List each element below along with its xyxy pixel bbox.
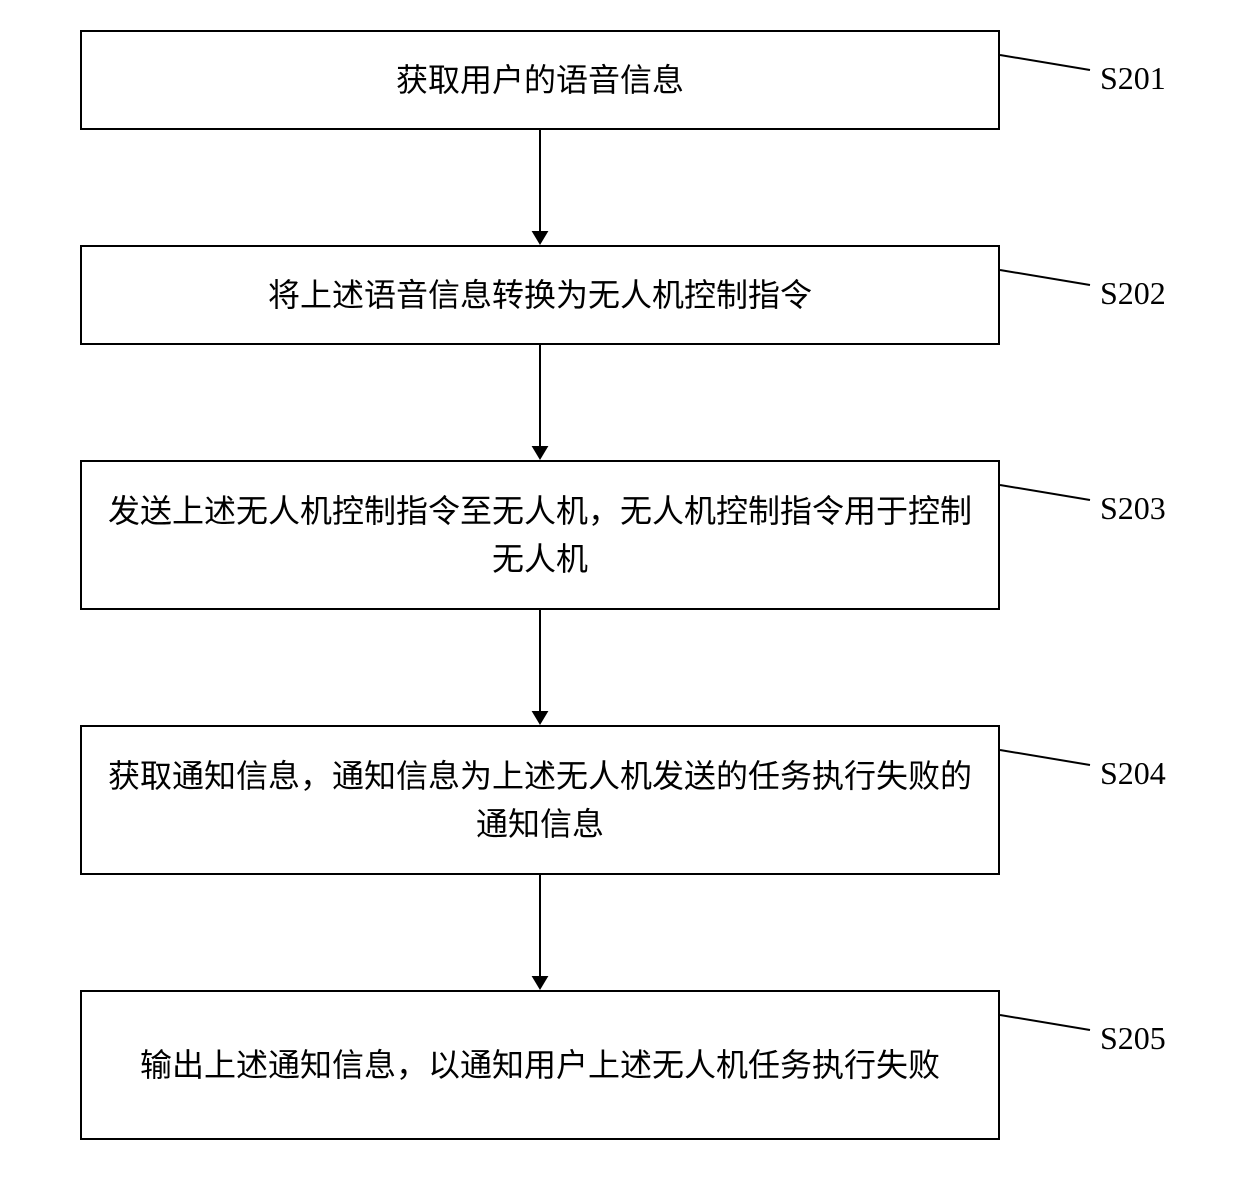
step-label-s202: S202 (1100, 275, 1166, 312)
flow-node-s204: 获取通知信息，通知信息为上述无人机发送的任务执行失败的通知信息 (80, 725, 1000, 875)
flow-node-s202: 将上述语音信息转换为无人机控制指令 (80, 245, 1000, 345)
flow-node-s205: 输出上述通知信息，以通知用户上述无人机任务执行失败 (80, 990, 1000, 1140)
flow-node-s201: 获取用户的语音信息 (80, 30, 1000, 130)
flow-node-text: 输出上述通知信息，以通知用户上述无人机任务执行失败 (140, 1041, 940, 1089)
flow-node-text: 获取用户的语音信息 (396, 56, 684, 104)
flow-node-text: 获取通知信息，通知信息为上述无人机发送的任务执行失败的通知信息 (102, 752, 978, 848)
step-label-s201: S201 (1100, 60, 1166, 97)
step-label-s203: S203 (1100, 490, 1166, 527)
flow-node-s203: 发送上述无人机控制指令至无人机，无人机控制指令用于控制无人机 (80, 460, 1000, 610)
flow-node-text: 将上述语音信息转换为无人机控制指令 (268, 271, 812, 319)
step-label-s204: S204 (1100, 755, 1166, 792)
flow-node-text: 发送上述无人机控制指令至无人机，无人机控制指令用于控制无人机 (102, 487, 978, 583)
step-label-s205: S205 (1100, 1020, 1166, 1057)
